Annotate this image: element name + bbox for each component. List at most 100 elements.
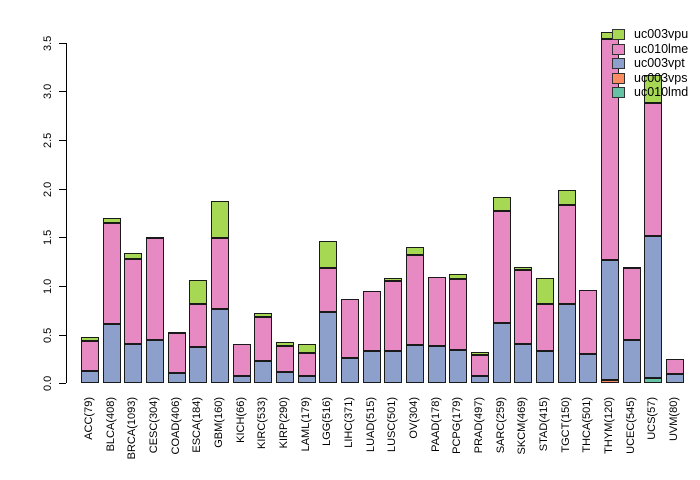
x-tick-label: THCA(501): [581, 397, 594, 453]
y-tick-label: 2.0: [42, 181, 54, 197]
bar-segment-uc010lme: [81, 341, 99, 371]
x-tick-label: ACC(79): [83, 397, 95, 440]
legend-label: uc010lmd: [634, 85, 689, 100]
legend-label: uc010lme: [634, 41, 689, 56]
bar-segment-uc010lme: [362, 290, 381, 352]
x-tick-label: TGCT(150): [559, 397, 572, 453]
bar-segment-uc010lme: [666, 358, 685, 374]
bar-segment-uc010lme: [622, 267, 641, 341]
bar-segment-uc010lme: [297, 353, 316, 376]
bar-segment-uc003vpu: [81, 336, 99, 342]
x-tick-label: THYM(120): [603, 397, 616, 454]
bar-segment-uc010lme: [254, 317, 273, 361]
bar-segment-uc003vpu: [449, 274, 468, 280]
y-tick-mark: [59, 42, 66, 44]
x-tick-label: LUAD(515): [364, 397, 377, 453]
x-tick-label: ESCA(184): [191, 397, 204, 453]
bar-segment-uc003vpt: [254, 360, 273, 384]
legend-swatch-uc003vpu: [612, 29, 625, 40]
x-tick-label: SKCM(469): [516, 397, 529, 455]
x-tick-label: LIHC(371): [343, 397, 356, 448]
y-tick-mark: [59, 91, 66, 93]
x-tick-label: BLCA(408): [104, 397, 117, 452]
bar-segment-uc003vpu: [319, 241, 338, 268]
legend-label: uc003vpt: [634, 56, 685, 71]
bar-segment-uc003vpu: [384, 278, 403, 282]
bar-segment-uc003vpt: [81, 370, 99, 384]
x-tick-label: UCEC(545): [624, 397, 637, 454]
bar-segment-uc003vpt: [492, 322, 511, 384]
y-axis-line: [66, 42, 68, 384]
x-tick-label: LAML(179): [299, 397, 312, 452]
bar-segment-uc003vpt: [406, 345, 425, 384]
bar-segment-uc003vpu: [622, 266, 641, 269]
bar-segment-uc003vpu: [254, 313, 273, 318]
bar-segment-uc010lme: [492, 211, 511, 323]
bar-segment-uc003vpt: [124, 344, 143, 384]
legend-item: uc003vpu: [612, 28, 688, 41]
bar-segment-uc003vpt: [297, 375, 316, 384]
x-tick-label: PCPG(179): [451, 397, 464, 454]
x-tick-label: PRAD(497): [473, 397, 486, 454]
bar-segment-uc003vpu: [514, 266, 533, 271]
bar-segment-uc003vpt: [102, 323, 121, 384]
bar-segment-uc003vpt: [362, 351, 381, 384]
bar-segment-uc003vpu: [471, 352, 490, 356]
x-tick-label: KIRC(533): [256, 397, 269, 449]
bar-segment-uc003vpt: [167, 372, 186, 384]
bar-segment-uc010lme: [406, 254, 425, 346]
x-tick-label: COAD(406): [169, 397, 182, 455]
y-tick-label: 1.0: [42, 278, 54, 294]
bar-segment-uc003vps: [601, 380, 620, 384]
bar-segment-uc010lme: [189, 303, 208, 348]
bar-segment-uc010lme: [319, 267, 338, 313]
bar-segment-uc003vpt: [341, 358, 360, 384]
x-tick-label: GBM(160): [213, 397, 226, 448]
bar-segment-uc003vpt: [146, 339, 164, 384]
bar-segment-uc010lme: [124, 258, 143, 345]
y-tick-mark: [59, 383, 66, 385]
y-tick-label: 2.5: [42, 132, 54, 148]
legend-label: uc003vps: [634, 70, 688, 85]
bar-segment-uc003vpu: [557, 189, 576, 206]
bar-segment-uc010lme: [211, 238, 230, 310]
legend-swatch-uc010lmd: [612, 87, 625, 99]
bar-segment-uc003vpu: [536, 278, 555, 305]
x-tick-label: LGG(516): [321, 397, 334, 446]
bar-segment-uc003vpt: [276, 371, 295, 384]
bar-segment-uc003vpt: [232, 375, 251, 384]
y-tick-mark: [59, 140, 66, 142]
bar-segment-uc003vpt: [319, 312, 338, 384]
y-tick-label: 3.5: [42, 35, 54, 51]
y-tick-label: 1.5: [42, 229, 54, 245]
bar-segment-uc003vpt: [211, 309, 230, 384]
bar-segment-uc010lme: [579, 289, 598, 355]
bar-segment-uc003vpt: [557, 303, 576, 384]
legend-item: uc010lmd: [612, 86, 688, 99]
y-tick-label: 0.5: [42, 327, 54, 343]
x-tick-label: LUSC(501): [386, 397, 399, 453]
y-tick-mark: [59, 188, 66, 190]
bar-segment-uc003vpu: [406, 247, 425, 255]
bar-segment-uc003vpu: [102, 217, 121, 223]
bar-segment-uc003vpu: [189, 280, 208, 304]
x-tick-label: KIRP(290): [278, 397, 291, 449]
legend-item: uc003vpt: [612, 57, 685, 70]
bar-segment-uc003vpt: [644, 236, 663, 379]
x-tick-label: SARC(259): [494, 397, 507, 454]
bar-segment-uc010lme: [341, 298, 360, 358]
bar-segment-uc010lme: [644, 103, 663, 237]
bar-segment-uc003vpt: [666, 373, 685, 384]
bar-segment-uc010lme: [167, 332, 186, 373]
x-tick-label: CESC(304): [148, 397, 160, 454]
x-tick-label: UVM(80): [668, 397, 681, 442]
legend-item: uc010lme: [612, 41, 689, 56]
bar-segment-uc010lme: [102, 222, 121, 324]
bar-segment-uc003vpt: [514, 344, 533, 384]
legend-swatch-uc003vps: [612, 72, 625, 84]
x-tick-label: BRCA(1093): [126, 397, 139, 460]
bar-segment-uc003vpt: [384, 351, 403, 384]
bar-segment-uc003vpt: [601, 259, 620, 381]
x-tick-label: KICH(66): [234, 397, 247, 443]
